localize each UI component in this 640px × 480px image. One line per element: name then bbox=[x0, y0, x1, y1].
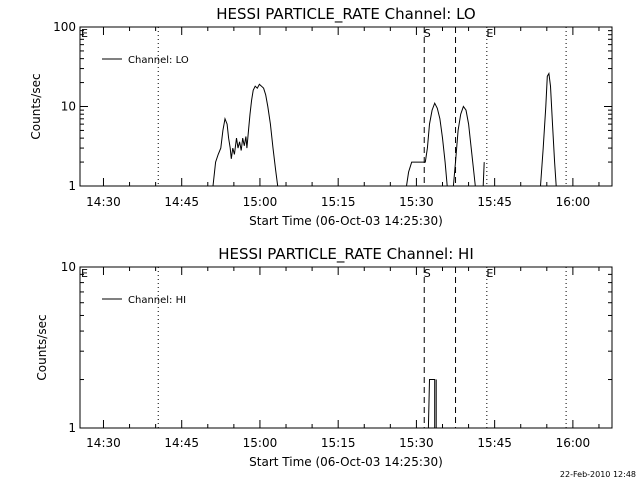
legend-entry: Channel: HI bbox=[128, 295, 186, 306]
chart-title: HESSI PARTICLE_RATE Channel: HI bbox=[218, 245, 474, 264]
plot-frame bbox=[79, 26, 613, 187]
legend-entry: Channel: LO bbox=[128, 55, 189, 66]
x-tick-label: 15:45 bbox=[477, 436, 512, 450]
x-tick-label: 15:00 bbox=[243, 436, 278, 450]
event-marker-label: S bbox=[424, 267, 431, 280]
chart-title: HESSI PARTICLE_RATE Channel: LO bbox=[216, 5, 475, 24]
y-tick-label: 10 bbox=[61, 260, 76, 274]
series-line bbox=[427, 379, 437, 429]
x-tick-label: 15:30 bbox=[399, 436, 434, 450]
y-tick-label: 1 bbox=[68, 179, 76, 193]
series-line bbox=[452, 105, 476, 187]
corner-label: E bbox=[81, 27, 88, 40]
x-tick-label: 15:00 bbox=[243, 195, 278, 209]
x-tick-label: 14:30 bbox=[86, 195, 121, 209]
y-axis-label: Counts/sec bbox=[29, 73, 43, 139]
y-tick-label: 100 bbox=[53, 20, 76, 34]
x-tick-label: 16:00 bbox=[556, 436, 591, 450]
x-tick-label: 15:45 bbox=[477, 195, 512, 209]
y-tick-label: 10 bbox=[61, 100, 76, 114]
x-axis-label: Start Time (06-Oct-03 14:25:30) bbox=[249, 214, 443, 228]
x-tick-label: 15:15 bbox=[321, 436, 356, 450]
corner-label: E bbox=[81, 267, 88, 280]
series-line bbox=[482, 162, 485, 187]
event-marker-label: E bbox=[486, 267, 493, 280]
series-line bbox=[212, 83, 279, 187]
x-tick-label: 15:15 bbox=[321, 195, 356, 209]
x-axis-label: Start Time (06-Oct-03 14:25:30) bbox=[249, 455, 443, 469]
plot-frame bbox=[79, 266, 613, 429]
x-tick-label: 15:30 bbox=[399, 195, 434, 209]
event-marker-label: S bbox=[424, 27, 431, 40]
x-tick-label: 16:00 bbox=[556, 195, 591, 209]
y-axis-label: Counts/sec bbox=[35, 314, 49, 380]
event-marker-label: E bbox=[486, 27, 493, 40]
x-tick-label: 14:30 bbox=[86, 436, 121, 450]
x-tick-label: 14:45 bbox=[164, 195, 199, 209]
x-tick-label: 14:45 bbox=[164, 436, 199, 450]
series-line bbox=[540, 71, 557, 187]
plot-timestamp: 22-Feb-2010 12:48 bbox=[560, 470, 636, 479]
y-tick-label: 1 bbox=[68, 421, 76, 435]
series-line bbox=[406, 101, 448, 187]
